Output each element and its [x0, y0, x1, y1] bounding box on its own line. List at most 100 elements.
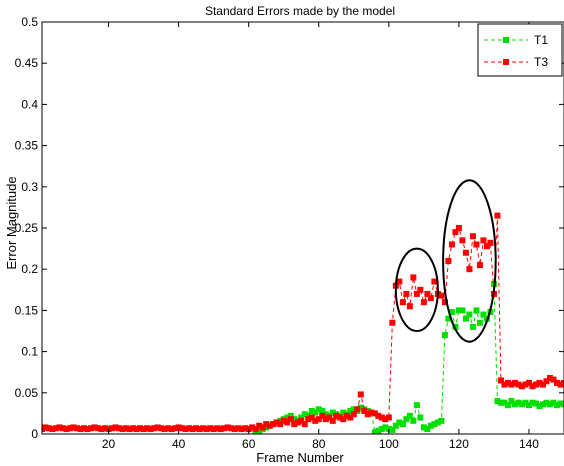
data-point-T3: [256, 422, 263, 429]
data-point-T3: [46, 425, 53, 432]
data-point-T3: [511, 379, 518, 386]
data-point-T3: [315, 416, 322, 423]
data-point-T3: [532, 381, 539, 388]
data-point-T3: [413, 290, 420, 297]
data-point-T1: [508, 398, 515, 405]
data-point-T3: [340, 416, 347, 423]
data-point-T3: [452, 229, 459, 236]
data-point-T1: [466, 311, 473, 318]
data-point-T1: [480, 311, 487, 318]
data-point-T3: [259, 424, 266, 431]
data-point-T3: [109, 425, 116, 432]
data-point-T3: [462, 249, 469, 256]
data-point-T3: [301, 421, 308, 428]
legend-label: T3: [534, 55, 548, 69]
data-point-T1: [308, 407, 315, 414]
data-point-T3: [525, 379, 532, 386]
data-point-T1: [550, 399, 557, 406]
data-point-T3: [77, 426, 84, 433]
data-point-T3: [508, 381, 515, 388]
data-point-T3: [277, 421, 284, 428]
data-point-T1: [389, 426, 396, 433]
data-point-T1: [350, 406, 357, 413]
data-point-T3: [287, 416, 294, 423]
data-point-T3: [494, 212, 501, 219]
data-point-T1: [347, 407, 354, 414]
annotation-ellipse: [442, 179, 497, 343]
data-point-T1: [382, 424, 389, 431]
data-point-T1: [378, 426, 385, 433]
data-point-T1: [375, 427, 382, 434]
data-point-T3: [284, 419, 291, 426]
data-point-T3: [231, 426, 238, 433]
data-point-T3: [88, 425, 95, 432]
data-point-T1: [396, 419, 403, 426]
data-point-T3: [361, 407, 368, 414]
annotation-ellipse: [394, 247, 439, 332]
data-point-T1: [413, 402, 420, 409]
data-point-T1: [536, 402, 543, 409]
data-point-T3: [455, 225, 462, 231]
axes-frame: [41, 21, 564, 435]
data-point-T1: [473, 307, 480, 314]
data-point-T3: [364, 411, 371, 418]
data-point-T3: [224, 424, 231, 431]
data-point-T3: [396, 278, 403, 285]
data-point-T3: [406, 303, 413, 310]
data-point-T3: [144, 425, 151, 432]
data-point-T3: [126, 426, 133, 433]
data-point-T1: [518, 401, 525, 408]
data-point-T3: [368, 409, 375, 416]
chart-title: Standard Errors made by the model: [205, 4, 395, 18]
data-point-T3: [53, 425, 60, 432]
data-point-T3: [424, 290, 431, 297]
data-point-T1: [515, 399, 522, 406]
data-point-T1: [561, 401, 564, 408]
data-point-T1: [284, 414, 291, 421]
data-point-T3: [67, 425, 74, 432]
data-point-T3: [515, 381, 522, 388]
data-point-T1: [417, 414, 424, 421]
x-tick-label: 60: [242, 437, 256, 451]
data-point-T3: [242, 425, 249, 432]
data-point-T3: [60, 425, 67, 432]
data-point-T3: [56, 424, 63, 431]
data-point-T3: [294, 419, 301, 426]
data-point-T3: [473, 241, 480, 248]
data-point-T3: [448, 241, 455, 248]
data-point-T1: [438, 417, 445, 424]
data-point-T1: [403, 416, 410, 423]
data-point-T1: [364, 407, 371, 414]
data-point-T3: [98, 426, 105, 433]
data-point-T3: [445, 257, 452, 264]
y-tick-label: 0.45: [15, 56, 39, 70]
data-point-T3: [553, 379, 560, 386]
data-point-T3: [347, 414, 354, 421]
data-point-T1: [420, 424, 427, 431]
x-tick-label: 120: [449, 437, 469, 451]
data-point-T3: [221, 425, 228, 432]
data-point-T3: [102, 425, 109, 432]
data-point-T3: [522, 381, 529, 388]
x-tick-label: 20: [102, 437, 116, 451]
data-point-T1: [462, 315, 469, 322]
data-point-T1: [256, 427, 263, 434]
x-tick-label: 100: [379, 437, 399, 451]
data-point-T3: [63, 426, 70, 433]
data-point-T1: [543, 399, 550, 406]
data-point-T3: [182, 426, 189, 433]
data-point-T3: [252, 426, 259, 433]
data-point-T1: [392, 422, 399, 429]
data-point-T3: [504, 379, 511, 386]
data-point-T3: [497, 377, 504, 384]
data-point-T1: [469, 323, 476, 330]
data-point-T3: [179, 425, 186, 432]
data-point-T3: [291, 421, 298, 428]
y-tick-label: 0.1: [21, 345, 38, 359]
data-point-T3: [322, 416, 329, 423]
data-point-T3: [539, 381, 546, 388]
data-point-T3: [280, 417, 287, 424]
data-point-T3: [480, 237, 487, 244]
data-point-T3: [375, 412, 382, 419]
y-tick-label: 0.35: [15, 139, 39, 153]
